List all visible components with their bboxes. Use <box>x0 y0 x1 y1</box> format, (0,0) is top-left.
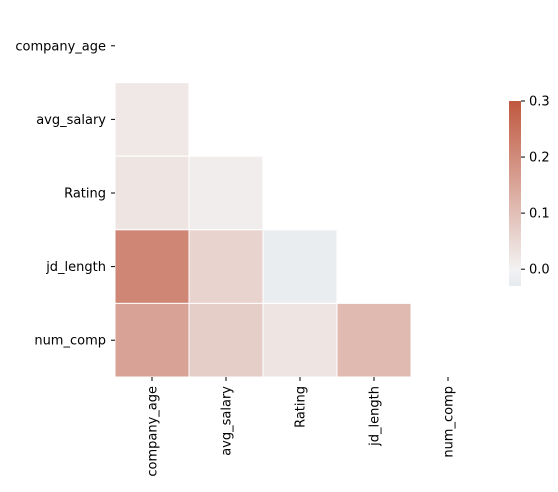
heatmap-cell-jd_length-Rating <box>262 229 338 304</box>
heatmap-cell-Rating-company_age <box>114 155 190 231</box>
y-tick-label: company_age <box>15 39 106 54</box>
colorbar-tick-label: 0.1 <box>529 207 550 222</box>
colorbar-tick-label: 0.3 <box>529 95 550 110</box>
heatmap-cell-avg_salary-company_age <box>114 82 190 157</box>
heatmap-cell-num_comp-jd_length <box>336 302 412 378</box>
heatmap-cell-num_comp-Rating <box>262 302 338 378</box>
x-tick-label: Rating <box>294 386 309 428</box>
x-tick-label: jd_length <box>368 386 383 447</box>
x-tick-label: avg_salary <box>220 386 235 456</box>
y-tick-label: Rating <box>64 187 106 202</box>
x-axis-tick-labels: company_age avg_salary Rating jd_length num_… <box>146 377 457 477</box>
colorbar: 0.0 0.1 0.2 0.3 <box>509 95 550 286</box>
x-tick-label: num_comp <box>442 386 457 458</box>
y-tick-label: jd_length <box>45 260 106 275</box>
colorbar-gradient <box>509 101 521 286</box>
y-axis-tick-labels: company_age avg_salary Rating jd_length num_… <box>15 39 115 349</box>
colorbar-tick-label: 0.2 <box>529 151 550 166</box>
x-tick-label: company_age <box>146 386 161 477</box>
heatmap-cells <box>114 82 412 378</box>
y-tick-label: avg_salary <box>36 113 106 128</box>
heatmap-cell-jd_length-avg_salary <box>188 229 264 304</box>
heatmap-cell-num_comp-company_age <box>114 302 190 378</box>
heatmap-cell-jd_length-company_age <box>114 229 190 304</box>
colorbar-tick-label: 0.0 <box>529 263 550 278</box>
heatmap-cell-num_comp-avg_salary <box>188 302 264 378</box>
heatmap-cell-Rating-avg_salary <box>188 155 264 231</box>
y-tick-label: num_comp <box>34 334 106 349</box>
